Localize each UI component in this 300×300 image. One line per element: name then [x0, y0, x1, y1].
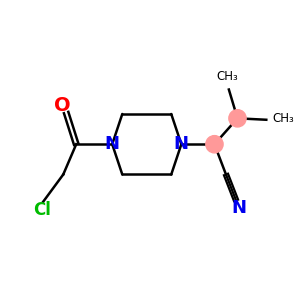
- Text: N: N: [105, 135, 120, 153]
- Text: N: N: [174, 135, 189, 153]
- Text: CH₃: CH₃: [273, 112, 294, 125]
- Circle shape: [206, 136, 223, 153]
- Circle shape: [229, 110, 246, 127]
- Text: CH₃: CH₃: [217, 70, 238, 83]
- Text: O: O: [53, 96, 70, 115]
- Text: Cl: Cl: [33, 201, 51, 219]
- Text: N: N: [231, 200, 246, 217]
